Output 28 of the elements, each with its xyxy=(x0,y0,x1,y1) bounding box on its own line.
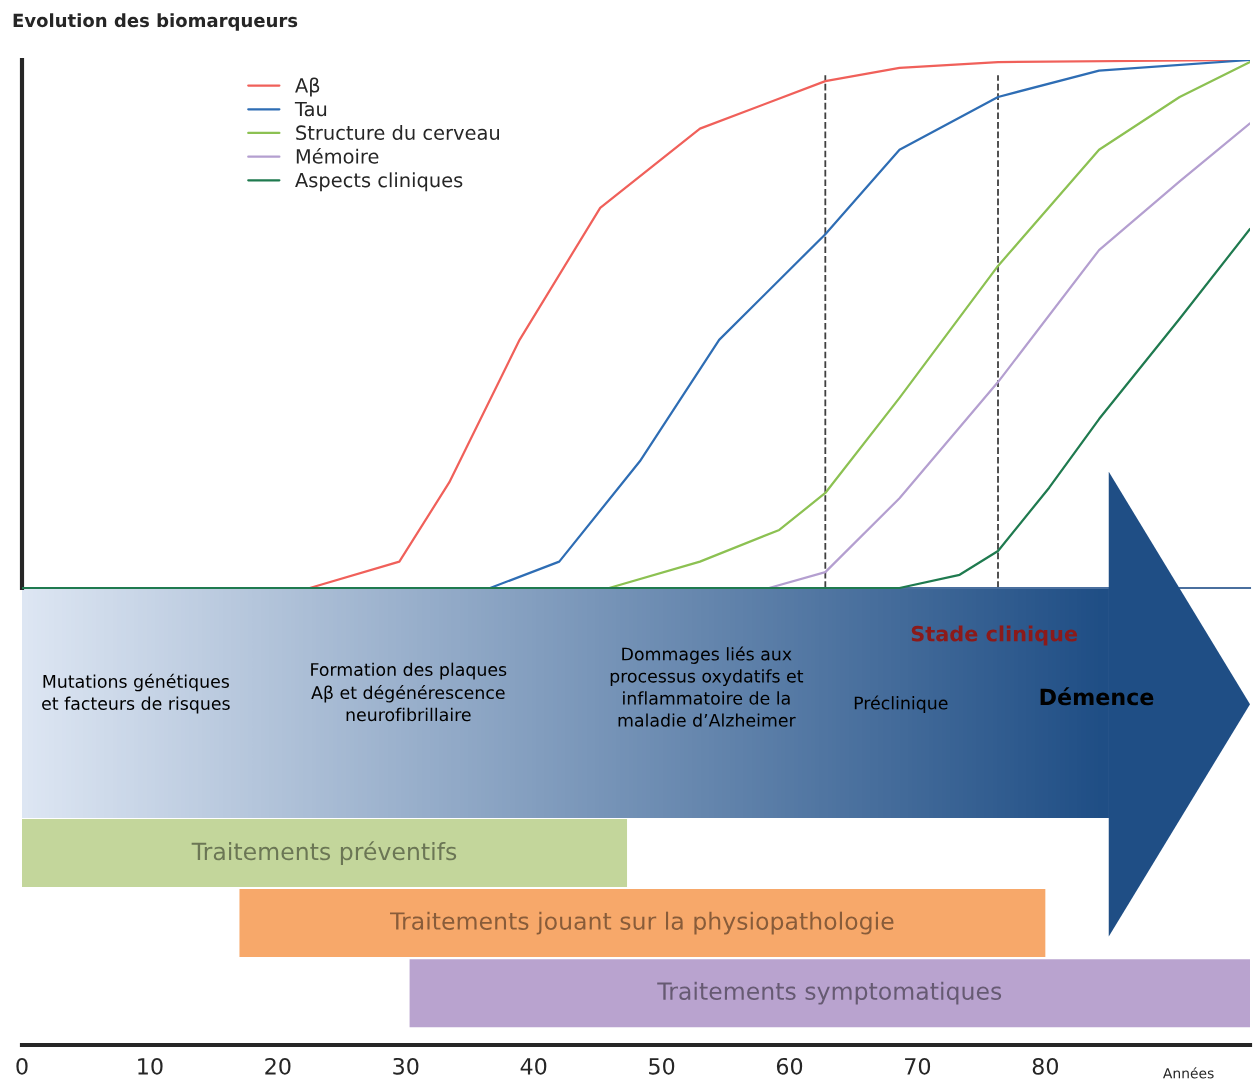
text: Démence xyxy=(1040,687,1154,706)
x-tick-label: 10 xyxy=(138,1057,163,1075)
x-tick-label: 30 xyxy=(393,1057,419,1075)
x-tick-label: 60 xyxy=(776,1057,803,1075)
x-tick-label: 80 xyxy=(1032,1057,1058,1075)
legend-label: Tau xyxy=(294,101,327,117)
bar xyxy=(22,819,628,888)
x-axis-title: Années xyxy=(1162,1067,1214,1079)
x-tick-label: 70 xyxy=(905,1057,931,1075)
text: Dommages liés aux processus oxydatifs et inflammatoire de la maladie d’Alzheimer xyxy=(610,646,804,727)
text: Formation des plaques Aβ et dégénérescence neurofibrillaire xyxy=(311,662,507,722)
text: Préclinique xyxy=(854,695,948,713)
bar xyxy=(409,959,1250,1028)
legend-label: Mémoire xyxy=(296,147,379,164)
x-tick-label: 20 xyxy=(265,1057,291,1075)
y-tick-label: Traitements préventifs xyxy=(191,841,457,865)
x-tick-label: 0 xyxy=(16,1057,28,1075)
chart-title: Evolution des biomarqueurs xyxy=(13,13,298,31)
legend-label: Aβ xyxy=(295,77,320,97)
x-tick-label: 40 xyxy=(520,1057,547,1075)
text: Mutations génétiques et facteurs de risques xyxy=(42,673,230,714)
legend-label: Aspects cliniques xyxy=(295,172,463,192)
bar xyxy=(239,889,1046,958)
y-tick-label: Traitements symptomatiques xyxy=(657,981,1002,1005)
text: Stade clinique xyxy=(911,625,1078,646)
x-tick-label: 50 xyxy=(649,1057,675,1075)
y-tick-label: Traitements jouant sur la physiopathologie xyxy=(390,911,894,935)
legend-label: Structure du cerveau xyxy=(296,124,499,141)
